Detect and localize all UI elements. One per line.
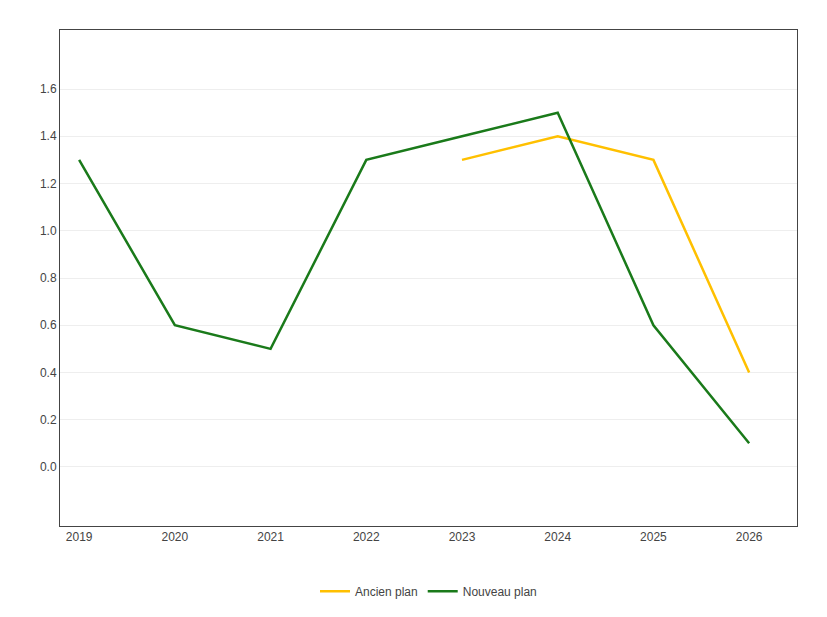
- svg-text:0.0: 0.0: [40, 460, 57, 474]
- svg-text:2024: 2024: [544, 530, 571, 544]
- svg-text:1.2: 1.2: [40, 177, 57, 191]
- svg-text:2023: 2023: [449, 530, 476, 544]
- svg-text:Nouveau plan: Nouveau plan: [463, 585, 537, 599]
- svg-text:2020: 2020: [162, 530, 189, 544]
- svg-text:0.4: 0.4: [40, 366, 57, 380]
- svg-text:0.6: 0.6: [40, 318, 57, 332]
- svg-text:0.8: 0.8: [40, 271, 57, 285]
- svg-text:2026: 2026: [736, 530, 763, 544]
- svg-text:Ancien plan: Ancien plan: [355, 585, 418, 599]
- svg-text:2022: 2022: [353, 530, 380, 544]
- svg-text:1.0: 1.0: [40, 224, 57, 238]
- svg-text:1.4: 1.4: [40, 129, 57, 143]
- svg-text:2021: 2021: [257, 530, 284, 544]
- svg-text:0.2: 0.2: [40, 413, 57, 427]
- svg-text:2025: 2025: [640, 530, 667, 544]
- svg-text:1.6: 1.6: [40, 82, 57, 96]
- svg-text:2019: 2019: [66, 530, 93, 544]
